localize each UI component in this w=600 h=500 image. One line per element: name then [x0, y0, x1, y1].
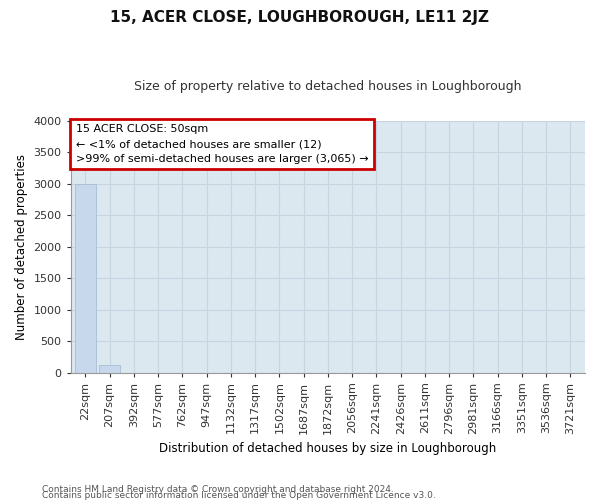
X-axis label: Distribution of detached houses by size in Loughborough: Distribution of detached houses by size …	[159, 442, 496, 455]
Text: Contains public sector information licensed under the Open Government Licence v3: Contains public sector information licen…	[42, 490, 436, 500]
Text: 15 ACER CLOSE: 50sqm
← <1% of detached houses are smaller (12)
>99% of semi-deta: 15 ACER CLOSE: 50sqm ← <1% of detached h…	[76, 124, 368, 164]
Text: 15, ACER CLOSE, LOUGHBOROUGH, LE11 2JZ: 15, ACER CLOSE, LOUGHBOROUGH, LE11 2JZ	[110, 10, 490, 25]
Y-axis label: Number of detached properties: Number of detached properties	[15, 154, 28, 340]
Bar	[75, 184, 95, 372]
Title: Size of property relative to detached houses in Loughborough: Size of property relative to detached ho…	[134, 80, 521, 93]
Bar	[99, 365, 120, 372]
Text: Contains HM Land Registry data © Crown copyright and database right 2024.: Contains HM Land Registry data © Crown c…	[42, 484, 394, 494]
